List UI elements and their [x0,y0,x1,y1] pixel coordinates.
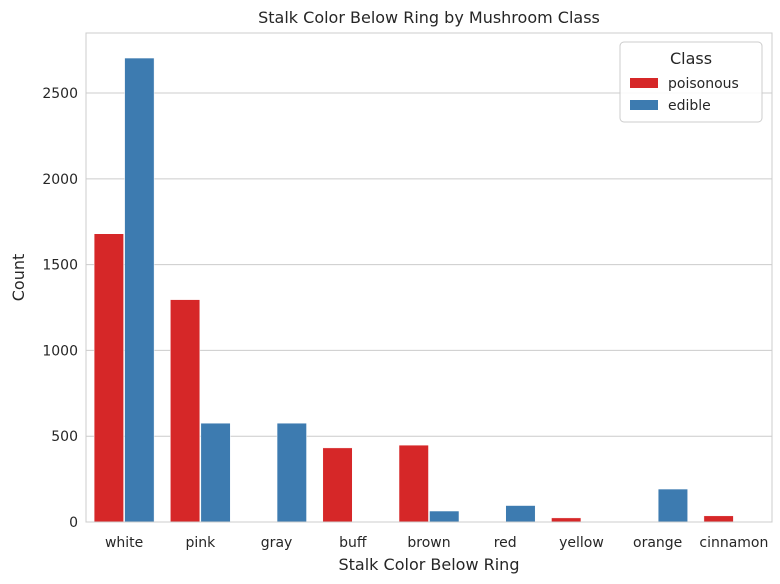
bar-poisonous-yellow [551,517,582,523]
bar-edible-white [124,57,155,523]
y-tick-label: 500 [51,429,78,445]
y-tick-label: 2500 [42,86,78,102]
x-tick-label: cinnamon [699,535,768,551]
x-tick-label: gray [261,535,293,551]
y-axis-label: Count [9,254,28,302]
y-tick-label: 1500 [42,258,78,274]
bar-poisonous-pink [170,299,201,523]
x-tick-labels: white pink gray buff brown red yellow orange cin… [105,535,768,551]
y-tick-labels: 0 500 1000 1500 2000 2500 [42,86,78,531]
bar-poisonous-brown [398,444,429,523]
bar-poisonous-cinnamon [703,515,734,523]
x-tick-label: pink [185,535,216,551]
bars [93,57,734,523]
bar-edible-red [505,505,536,523]
chart-title: Stalk Color Below Ring by Mushroom Class [258,8,600,27]
legend-swatch-edible [630,100,658,110]
legend-label-edible: edible [668,98,711,114]
x-tick-label: brown [407,535,450,551]
y-tick-label: 2000 [42,172,78,188]
bar-poisonous-white [93,233,124,523]
x-axis-label: Stalk Color Below Ring [339,555,520,574]
legend-label-poisonous: poisonous [668,76,739,92]
y-tick-label: 1000 [42,343,78,359]
legend-items: poisonous edible [630,76,739,114]
x-tick-label: buff [339,535,367,551]
bar-edible-gray [276,422,307,523]
x-tick-label: yellow [559,535,604,551]
legend-title: Class [670,49,712,68]
legend-swatch-poisonous [630,78,658,88]
bar-edible-pink [200,422,231,523]
x-tick-label: red [494,535,517,551]
bar-edible-brown [429,510,460,523]
y-tick-label: 0 [69,515,78,531]
x-tick-label: white [105,535,143,551]
bar-poisonous-buff [322,447,353,523]
x-tick-label: orange [633,535,682,551]
plot-frame [85,32,773,523]
legend: Class poisonous edible [619,41,763,123]
bar-edible-orange [657,488,688,523]
